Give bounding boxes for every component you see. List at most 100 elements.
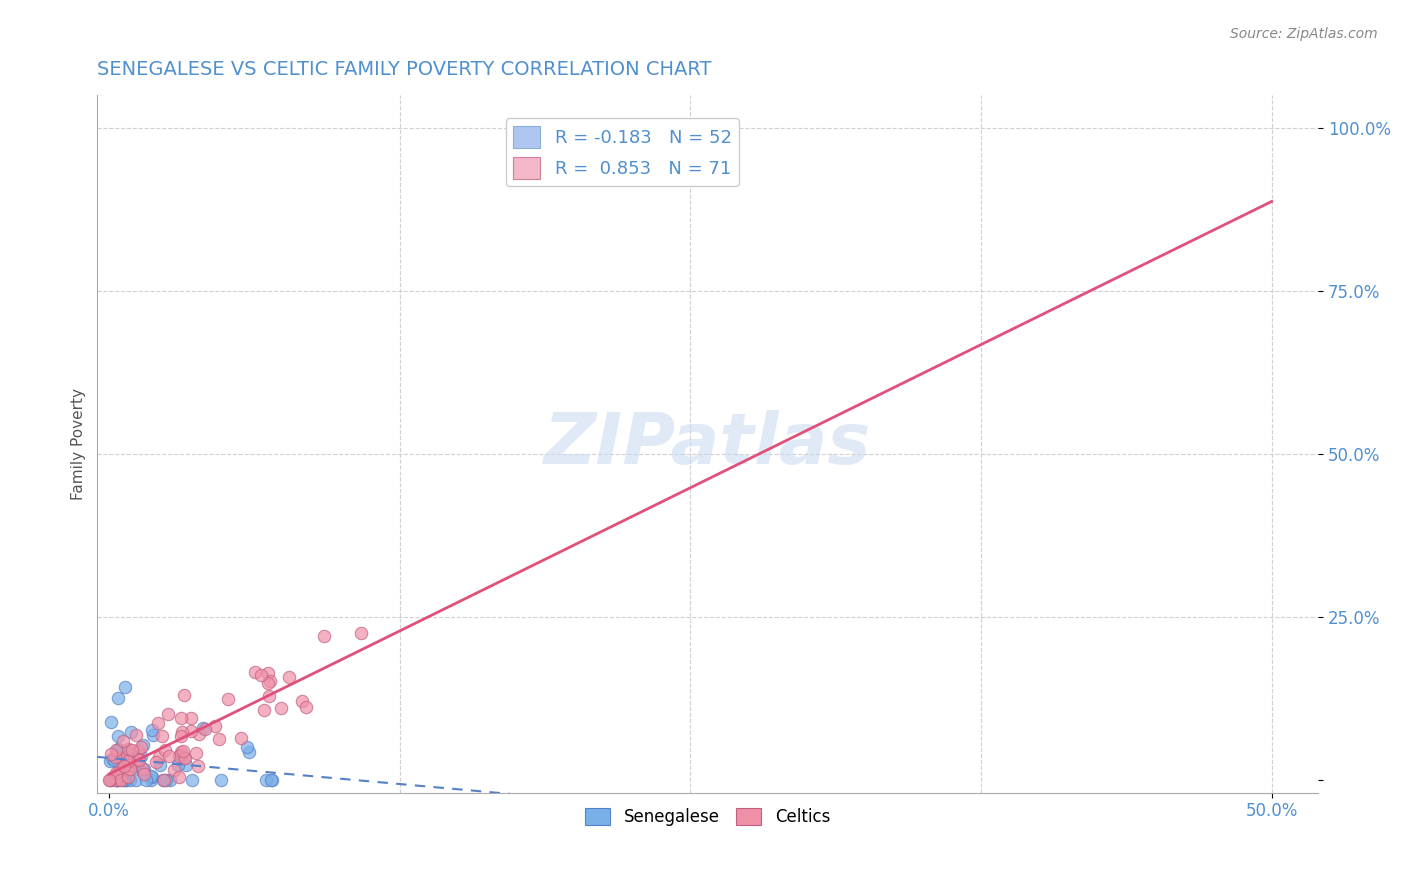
Point [181, 772, 204, 787]
Point [174, 757, 197, 772]
Point [270, 700, 292, 714]
Point [254, 772, 277, 787]
Point [105, 765, 128, 780]
Point [108, 750, 131, 764]
Point [167, 757, 190, 772]
Point [163, 763, 186, 777]
Point [159, 772, 181, 787]
Point [141, 770, 163, 784]
Point [245, 665, 267, 679]
Point [153, 772, 176, 787]
Point [107, 743, 129, 757]
Point [238, 746, 260, 760]
Point [191, 721, 214, 735]
Point [120, 772, 142, 787]
Point [131, 738, 153, 752]
Point [187, 759, 209, 773]
Point [115, 744, 138, 758]
Point [128, 753, 150, 767]
Point [312, 629, 335, 643]
Point [204, 719, 226, 733]
Point [115, 749, 138, 764]
Point [132, 762, 155, 776]
Point [141, 772, 163, 787]
Point [129, 748, 152, 763]
Point [142, 728, 165, 742]
Point [108, 772, 131, 787]
Point [111, 733, 134, 747]
Point [236, 739, 259, 754]
Point [256, 665, 278, 680]
Point [170, 745, 193, 759]
Point [139, 768, 162, 782]
Point [167, 749, 190, 764]
Point [111, 750, 134, 764]
Point [117, 770, 139, 784]
Point [110, 772, 132, 787]
Point [110, 762, 132, 776]
Point [278, 670, 301, 684]
Point [101, 771, 124, 785]
Text: Source: ZipAtlas.com: Source: ZipAtlas.com [1230, 27, 1378, 41]
Point [127, 744, 149, 758]
Point [256, 676, 278, 690]
Point [100, 752, 122, 766]
Point [98, 772, 121, 787]
Point [260, 772, 283, 787]
Point [146, 715, 169, 730]
Point [209, 772, 232, 787]
Point [172, 725, 194, 739]
Point [125, 772, 148, 787]
Point [104, 772, 127, 787]
Point [150, 729, 173, 743]
Point [98, 754, 121, 768]
Point [184, 747, 207, 761]
Point [155, 743, 177, 757]
Point [105, 772, 128, 787]
Point [115, 772, 138, 787]
Point [350, 625, 373, 640]
Legend: Senegalese, Celtics: Senegalese, Celtics [579, 802, 837, 833]
Point [169, 711, 191, 725]
Point [148, 750, 170, 764]
Point [173, 750, 195, 764]
Point [180, 711, 202, 725]
Point [104, 772, 127, 787]
Point [174, 751, 197, 765]
Point [135, 772, 157, 787]
Point [104, 770, 127, 784]
Point [114, 680, 136, 694]
Point [132, 762, 155, 776]
Point [104, 742, 127, 756]
Point [148, 758, 170, 772]
Point [98, 772, 121, 787]
Point [118, 757, 141, 772]
Point [169, 747, 191, 762]
Point [229, 731, 252, 746]
Point [290, 694, 312, 708]
Point [173, 689, 195, 703]
Point [103, 753, 125, 767]
Point [167, 770, 190, 784]
Point [115, 762, 138, 776]
Point [100, 714, 122, 729]
Point [100, 772, 122, 787]
Point [188, 727, 211, 741]
Point [129, 740, 152, 755]
Point [125, 728, 148, 742]
Point [115, 751, 138, 765]
Point [127, 749, 149, 764]
Point [180, 724, 202, 739]
Point [257, 689, 280, 703]
Point [107, 729, 129, 743]
Point [117, 754, 139, 768]
Point [259, 674, 281, 689]
Point [145, 755, 167, 769]
Point [155, 772, 177, 787]
Point [100, 747, 122, 761]
Point [132, 765, 155, 780]
Point [112, 759, 135, 773]
Point [157, 749, 180, 764]
Point [141, 723, 163, 738]
Point [250, 668, 273, 682]
